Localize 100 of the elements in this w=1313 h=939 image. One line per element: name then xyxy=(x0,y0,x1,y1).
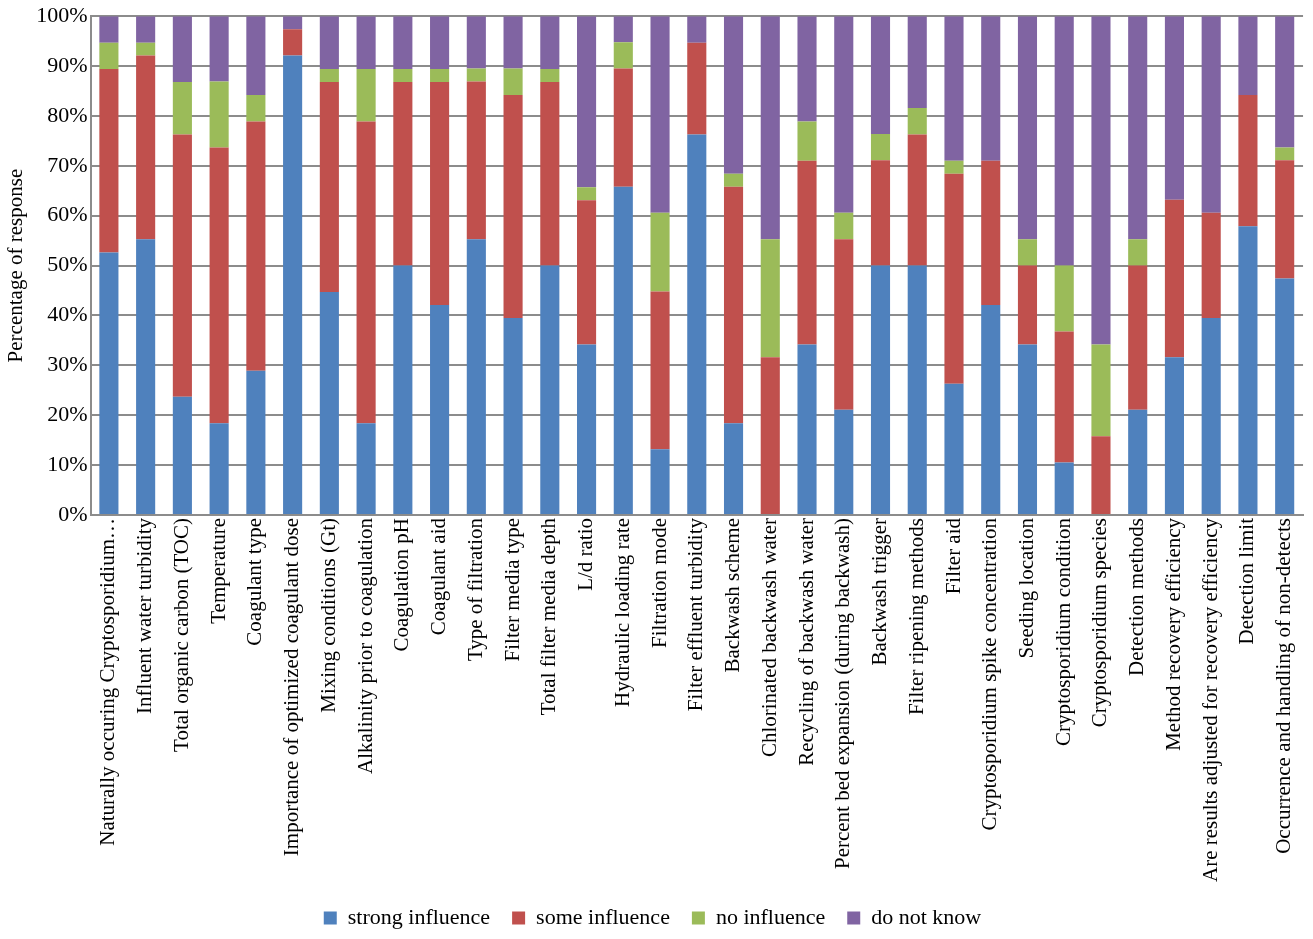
bar xyxy=(1017,265,1038,345)
x-tick-label: Backwash trigger xyxy=(867,517,892,666)
bar xyxy=(797,16,817,122)
bar xyxy=(283,55,303,514)
bar xyxy=(870,160,891,266)
x-tick-label: Detection limit xyxy=(1234,517,1259,645)
y-tick-label: 50% xyxy=(47,251,88,277)
bar xyxy=(503,317,523,514)
bar xyxy=(172,82,192,135)
bar xyxy=(209,81,229,148)
x-tick-label: Detection methods xyxy=(1124,517,1149,677)
bar xyxy=(319,292,339,514)
x-tick-label: L/d ratio xyxy=(573,517,598,591)
bar xyxy=(760,357,780,514)
x-tick-label: Coagulant type xyxy=(242,517,267,646)
bar xyxy=(99,42,119,70)
x-tick-label: Hydraulic loading rate xyxy=(609,517,634,707)
y-tick-label: 80% xyxy=(47,101,88,127)
bar xyxy=(1128,16,1148,240)
bar xyxy=(503,68,523,96)
bar xyxy=(246,16,266,96)
bar xyxy=(540,82,560,266)
bar xyxy=(356,16,376,70)
bar xyxy=(356,423,376,514)
y-axis-title: Percentage of response xyxy=(3,168,28,363)
bar xyxy=(430,69,450,83)
bar xyxy=(393,69,413,83)
bar xyxy=(944,173,964,384)
bar xyxy=(540,69,560,83)
bar xyxy=(981,304,1001,514)
bar xyxy=(760,16,780,240)
bar xyxy=(1201,212,1221,318)
x-tick-label: Recycling of backwash water xyxy=(793,517,818,766)
bar xyxy=(540,265,560,514)
x-tick-label: Filter effluent turbidity xyxy=(683,517,708,712)
bar xyxy=(136,42,156,56)
bar xyxy=(1054,331,1074,463)
x-tick-label: Occurrence and handling of non-detects xyxy=(1271,517,1296,854)
y-tick-label: 90% xyxy=(47,51,88,77)
bar xyxy=(981,160,1001,305)
bar xyxy=(503,95,523,318)
bar xyxy=(393,82,413,266)
bar xyxy=(723,173,744,187)
bar xyxy=(1238,226,1258,514)
bar xyxy=(723,186,744,424)
bar xyxy=(1238,95,1258,227)
bar xyxy=(613,186,633,514)
bar xyxy=(687,16,707,43)
bar xyxy=(760,239,780,358)
bar xyxy=(246,95,266,122)
x-tick-label: Total organic carbon (TOC) xyxy=(168,517,193,752)
bar xyxy=(466,239,486,514)
bar xyxy=(393,16,413,70)
bar xyxy=(1275,147,1295,161)
bar xyxy=(797,160,817,345)
bar xyxy=(99,252,119,514)
bar xyxy=(577,16,597,188)
bar xyxy=(870,133,891,161)
bar xyxy=(1091,344,1111,437)
x-tick-label: Temperature xyxy=(205,517,230,624)
bar xyxy=(1201,317,1221,514)
bar xyxy=(944,383,964,514)
bar xyxy=(430,304,450,514)
x-tick-label: Filtration mode xyxy=(646,517,671,649)
bar xyxy=(870,265,891,514)
bar xyxy=(907,16,927,108)
bar xyxy=(577,344,597,514)
bar xyxy=(650,449,670,514)
x-tick-label: Type of filtration xyxy=(462,517,487,662)
y-tick-label: 70% xyxy=(47,151,88,177)
bar xyxy=(723,16,744,174)
x-tick-label: Total filter media depth xyxy=(536,517,561,716)
bar xyxy=(1054,462,1074,514)
y-tick-label: 100% xyxy=(36,1,88,27)
x-tick-label: Coagulation pH xyxy=(389,517,414,652)
legend-label: some influence xyxy=(536,903,670,929)
bar xyxy=(319,69,339,83)
bar xyxy=(356,69,376,122)
bar xyxy=(577,187,597,201)
bar xyxy=(650,291,670,450)
y-tick-label: 40% xyxy=(47,301,88,327)
bar xyxy=(1164,199,1184,358)
bar xyxy=(797,344,817,514)
bar xyxy=(981,16,1001,161)
bar xyxy=(1128,409,1148,514)
legend-label: do not know xyxy=(871,903,982,929)
bar xyxy=(246,370,266,514)
x-tick-label: Backwash scheme xyxy=(720,517,745,673)
bar xyxy=(1128,265,1148,410)
x-tick-label: Chlorinated backwash water xyxy=(756,517,781,758)
bar xyxy=(283,29,303,56)
x-tick-label: Filter ripening methods xyxy=(903,517,928,716)
y-tick-label: 10% xyxy=(47,450,88,476)
bar xyxy=(907,107,927,135)
bar xyxy=(172,16,192,83)
x-tick-label: Coagulant aid xyxy=(426,517,451,636)
bar xyxy=(723,423,744,514)
bar xyxy=(1238,16,1258,96)
bar xyxy=(1017,239,1038,266)
bar xyxy=(1164,16,1184,200)
